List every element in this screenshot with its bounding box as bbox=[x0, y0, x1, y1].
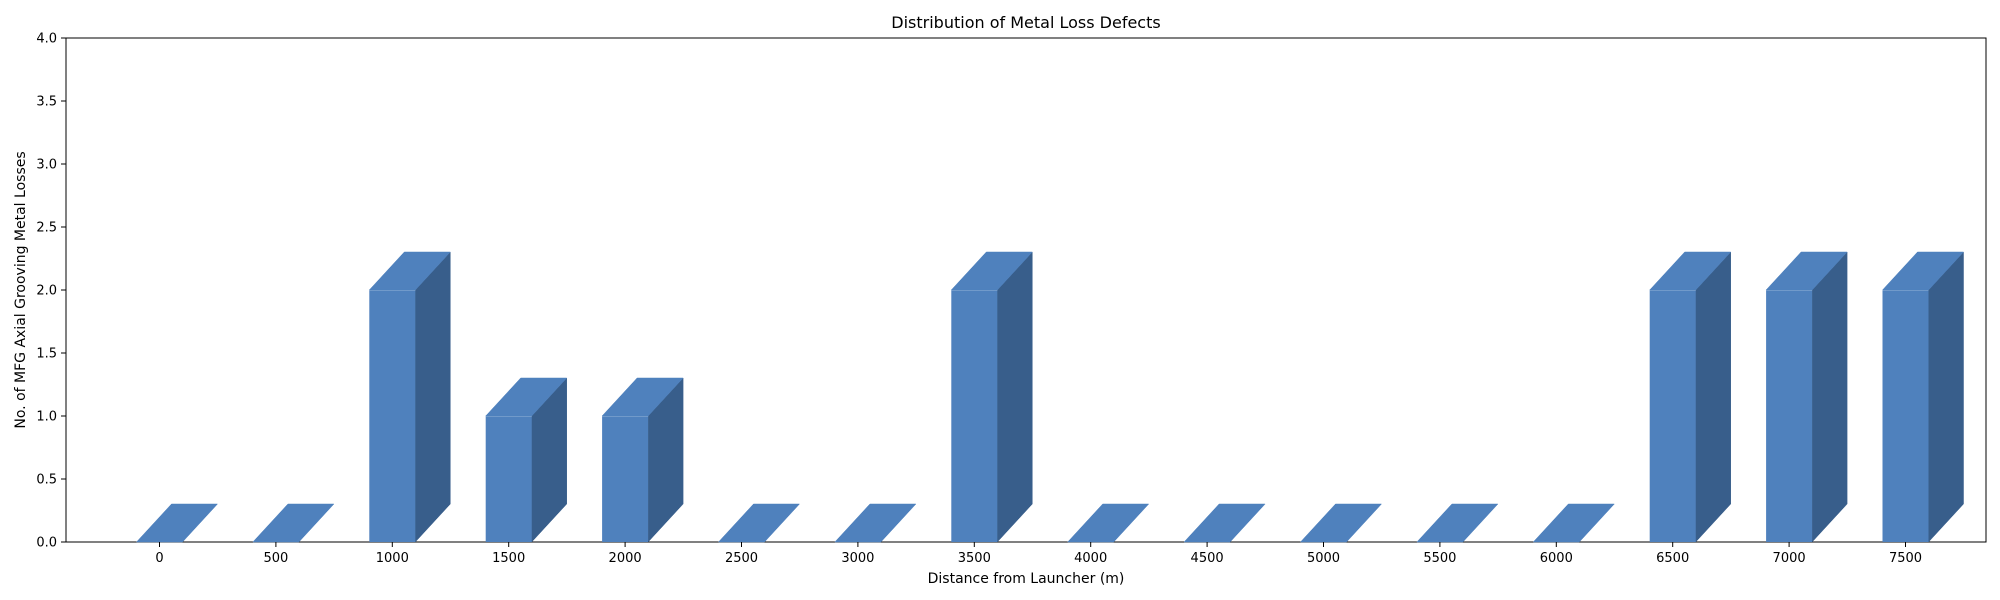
bar bbox=[135, 503, 219, 543]
y-tick-label: 0.5 bbox=[36, 473, 57, 488]
bar-top-face bbox=[252, 503, 335, 543]
x-tick-label: 500 bbox=[263, 551, 288, 566]
y-tick-label: 3.0 bbox=[36, 158, 57, 173]
y-tick-label: 0.0 bbox=[36, 536, 57, 551]
x-tick-label: 7000 bbox=[1773, 551, 1806, 566]
bar-top-face bbox=[834, 503, 917, 543]
bar-top-face bbox=[1881, 251, 1965, 291]
bar bbox=[1765, 251, 1848, 543]
bar bbox=[1299, 503, 1383, 543]
y-axis: 0.0 0.5 1.0 1.5 2.0 2.5 3.0 3.5 4.0 bbox=[36, 32, 66, 551]
x-tick-label: 6500 bbox=[1656, 551, 1689, 566]
x-axis-label: Distance from Launcher (m) bbox=[928, 571, 1125, 587]
x-tick-label: 6000 bbox=[1540, 551, 1573, 566]
bar-side-face bbox=[1811, 251, 1848, 543]
bar-top-face bbox=[1067, 503, 1150, 543]
x-tick-label: 5000 bbox=[1307, 551, 1340, 566]
bar bbox=[368, 251, 451, 543]
bar-front-face bbox=[1882, 290, 1929, 542]
x-tick-label: 4000 bbox=[1074, 551, 1107, 566]
x-tick-label: 5500 bbox=[1423, 551, 1456, 566]
bar-front-face bbox=[1649, 290, 1696, 542]
bar-top-face bbox=[368, 251, 451, 291]
y-tick-label: 1.5 bbox=[36, 347, 57, 362]
bar bbox=[950, 251, 1033, 543]
bar-top-face bbox=[1532, 503, 1615, 543]
x-tick-label: 1000 bbox=[376, 551, 409, 566]
x-tick-label: 4500 bbox=[1191, 551, 1224, 566]
bar bbox=[834, 503, 917, 543]
bar-top-face bbox=[1416, 503, 1499, 543]
bar-top-face bbox=[601, 377, 684, 417]
x-tick-label: 3500 bbox=[958, 551, 991, 566]
y-tick-label: 3.5 bbox=[36, 95, 57, 110]
x-tick-label: 3000 bbox=[841, 551, 874, 566]
bar-top-face bbox=[950, 251, 1033, 291]
bar bbox=[601, 377, 684, 543]
x-tick-label: 0 bbox=[155, 551, 163, 566]
bar-top-face bbox=[717, 503, 801, 543]
bar bbox=[1067, 503, 1150, 543]
bar-top-face bbox=[135, 503, 219, 543]
y-tick-label: 1.0 bbox=[36, 410, 57, 425]
bar-front-face bbox=[602, 416, 649, 542]
bar-front-face bbox=[369, 290, 416, 542]
x-tick-label: 2000 bbox=[609, 551, 642, 566]
bar bbox=[485, 377, 568, 543]
bar bbox=[1881, 251, 1965, 543]
bar-side-face bbox=[415, 251, 451, 543]
bar-side-face bbox=[1695, 251, 1731, 543]
bar-top-face bbox=[1183, 503, 1266, 543]
x-axis: 0 500 1000 1500 2000 2500 3000 3500 4000 4500 5000… bbox=[155, 542, 1922, 566]
y-axis-label: No. of MFG Axial Grooving Metal Losses bbox=[13, 151, 29, 428]
bar-side-face bbox=[1928, 251, 1964, 543]
x-tick-label: 7500 bbox=[1889, 551, 1922, 566]
bar bbox=[1183, 503, 1266, 543]
bar-front-face bbox=[485, 416, 532, 542]
x-tick-label: 1500 bbox=[492, 551, 525, 566]
x-tick-label: 2500 bbox=[725, 551, 758, 566]
chart-title: Distribution of Metal Loss Defects bbox=[891, 13, 1160, 32]
y-tick-label: 2.0 bbox=[36, 284, 57, 299]
bar-top-face bbox=[1649, 251, 1732, 291]
bars-group bbox=[135, 251, 1965, 543]
bar bbox=[1649, 251, 1732, 543]
bar-top-face bbox=[485, 377, 568, 417]
bar bbox=[717, 503, 801, 543]
bar-front-face bbox=[1766, 290, 1813, 542]
bar bbox=[1532, 503, 1615, 543]
y-tick-label: 4.0 bbox=[36, 32, 57, 47]
bar-top-face bbox=[1765, 251, 1848, 291]
bar bbox=[1416, 503, 1499, 543]
bar-side-face bbox=[997, 251, 1033, 543]
y-tick-label: 2.5 bbox=[36, 221, 57, 236]
bar-top-face bbox=[1299, 503, 1383, 543]
bar-front-face bbox=[951, 290, 998, 542]
bar bbox=[252, 503, 335, 543]
